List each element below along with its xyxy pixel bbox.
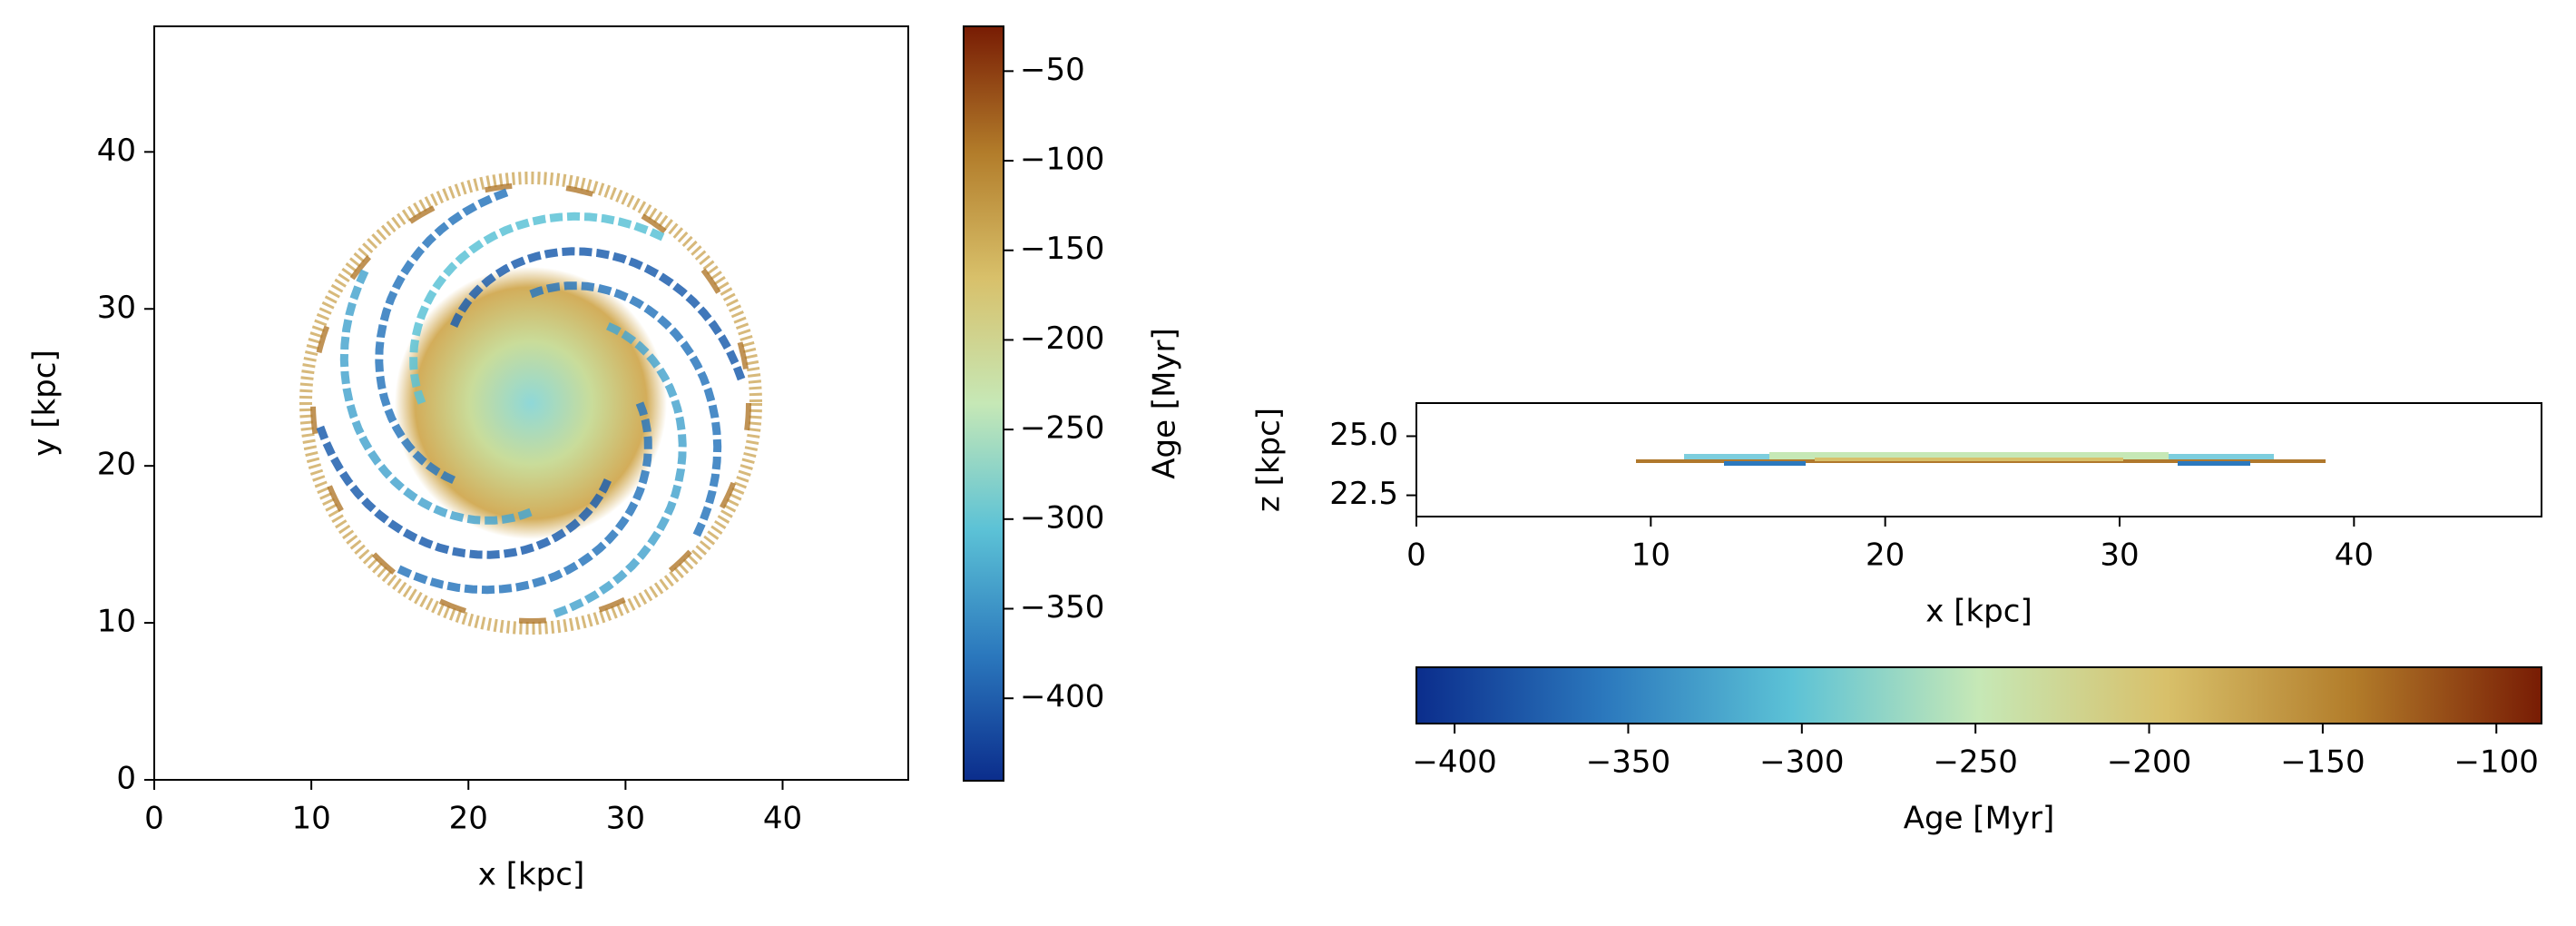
x-tick-label: 0 (1406, 537, 1426, 574)
colorbar-tick-label: −150 (1020, 231, 1104, 267)
colorbar-tick-label: −350 (1020, 589, 1104, 626)
spiral-arm (409, 212, 666, 405)
x-tick-label: 30 (2100, 537, 2139, 574)
x-tick-label: 0 (144, 801, 164, 837)
spiral-arm (375, 188, 510, 484)
colorbar-tick-label: −350 (1586, 744, 1670, 781)
y-tick-label: 22.5 (1329, 476, 1398, 512)
colorbar-tick-label: −150 (2280, 744, 2365, 781)
y-tick-label: 25.0 (1329, 417, 1398, 453)
spiral-arm (552, 322, 687, 618)
spiral-arm (529, 281, 722, 538)
y-tick-label: 0 (116, 761, 136, 797)
colorbar-tick-label: −200 (2107, 744, 2191, 781)
y-axis-label: z [kpc] (1251, 408, 1288, 512)
x-tick-label: 40 (763, 801, 802, 837)
spiral-arm (450, 247, 746, 382)
colorbar-tick-label: −50 (1020, 52, 1085, 88)
edge-on-image (1636, 452, 2326, 466)
x-tick-label: 10 (1631, 537, 1670, 574)
y-tick-label: 20 (97, 447, 136, 483)
y-tick-label: 30 (97, 290, 136, 326)
x-axis-label: x [kpc] (478, 857, 584, 893)
axes-frame (153, 25, 909, 781)
colorbar (1415, 666, 2542, 724)
colorbar-tick-label: −250 (1020, 410, 1104, 447)
colorbar-label: Age [Myr] (1147, 328, 1183, 479)
spiral-arm (396, 401, 652, 595)
x-tick-label: 20 (1866, 537, 1905, 574)
colorbar-tick-label: −100 (2454, 744, 2539, 781)
spiral-arm (316, 424, 612, 559)
colorbar (963, 25, 1004, 782)
x-tick-label: 10 (291, 801, 330, 837)
y-tick-label: 10 (97, 604, 136, 640)
x-tick-label: 30 (606, 801, 645, 837)
spiral-arm (339, 268, 533, 525)
colorbar-tick-label: −100 (1020, 142, 1104, 178)
face-on-image (299, 172, 762, 635)
y-axis-label: y [kpc] (27, 350, 64, 456)
colorbar-tick-label: −300 (1020, 499, 1104, 536)
colorbar-tick-label: −200 (1020, 320, 1104, 357)
x-tick-label: 40 (2335, 537, 2374, 574)
axes-frame (1415, 402, 2542, 517)
x-axis-label: x [kpc] (1925, 594, 2032, 630)
colorbar-tick-label: −250 (1933, 744, 2017, 781)
x-tick-label: 20 (449, 801, 488, 837)
colorbar-tick-label: −400 (1020, 679, 1104, 715)
colorbar-tick-label: −400 (1412, 744, 1496, 781)
colorbar-label: Age [Myr] (1904, 801, 2055, 837)
colorbar-tick-label: −300 (1759, 744, 1844, 781)
y-tick-label: 40 (97, 133, 136, 169)
